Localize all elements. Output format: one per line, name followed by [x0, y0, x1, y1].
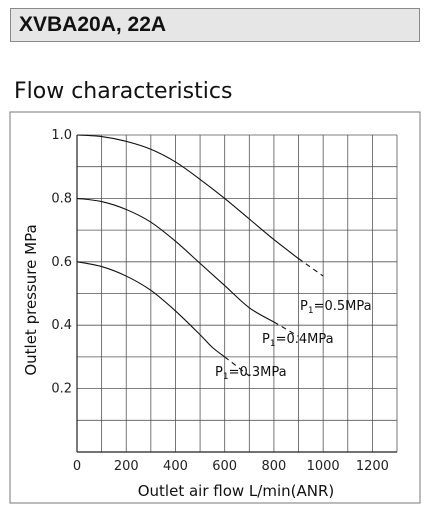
- y-tick-label: 0.4: [51, 318, 72, 333]
- y-tick-label: 0.2: [51, 382, 72, 397]
- series-curve-solid: [76, 197, 275, 323]
- series-label: P1=0.3MPa: [215, 365, 287, 382]
- series-label: P1=0.4MPa: [262, 332, 334, 349]
- series-label: P1=0.5MPa: [300, 299, 372, 316]
- chart-curves: [76, 134, 324, 377]
- x-tick-label: 1200: [356, 459, 389, 474]
- y-tick-label: 0.8: [51, 191, 72, 206]
- header-bar: XVBA20A, 22A: [10, 8, 420, 42]
- x-axis-label: Outlet air flow L/min(ANR): [138, 482, 335, 500]
- section-title: Flow characteristics: [14, 79, 233, 104]
- chart-ticks: 0 200 400 600 800 1000 1200 0.2 0.4 0.6 0.8 1.0: [51, 128, 389, 474]
- chart-axes: [76, 135, 397, 453]
- chart-grid: [77, 134, 398, 452]
- y-tick-label: 1.0: [51, 128, 72, 143]
- chart-frame: [9, 111, 421, 504]
- x-tick-label: 600: [212, 459, 237, 474]
- x-tick-label: 1000: [307, 459, 340, 474]
- series-curve-dashed: [224, 356, 250, 377]
- header-title: XVBA20A, 22A: [19, 13, 167, 36]
- series-curve-dashed: [298, 258, 324, 277]
- x-tick-label: 200: [114, 459, 139, 474]
- x-tick-label: 0: [73, 459, 81, 474]
- series-curve-dashed: [273, 321, 299, 337]
- series-curve-solid: [76, 134, 299, 260]
- y-tick-label: 0.6: [51, 255, 72, 270]
- x-tick-label: 800: [262, 459, 287, 474]
- y-axis-label: Outlet pressure MPa: [22, 224, 40, 375]
- x-tick-label: 400: [163, 459, 188, 474]
- chart-curve-labels: P1=0.5MPa P1=0.4MPa P1=0.3MPa: [215, 299, 372, 382]
- series-curve-solid: [76, 261, 226, 358]
